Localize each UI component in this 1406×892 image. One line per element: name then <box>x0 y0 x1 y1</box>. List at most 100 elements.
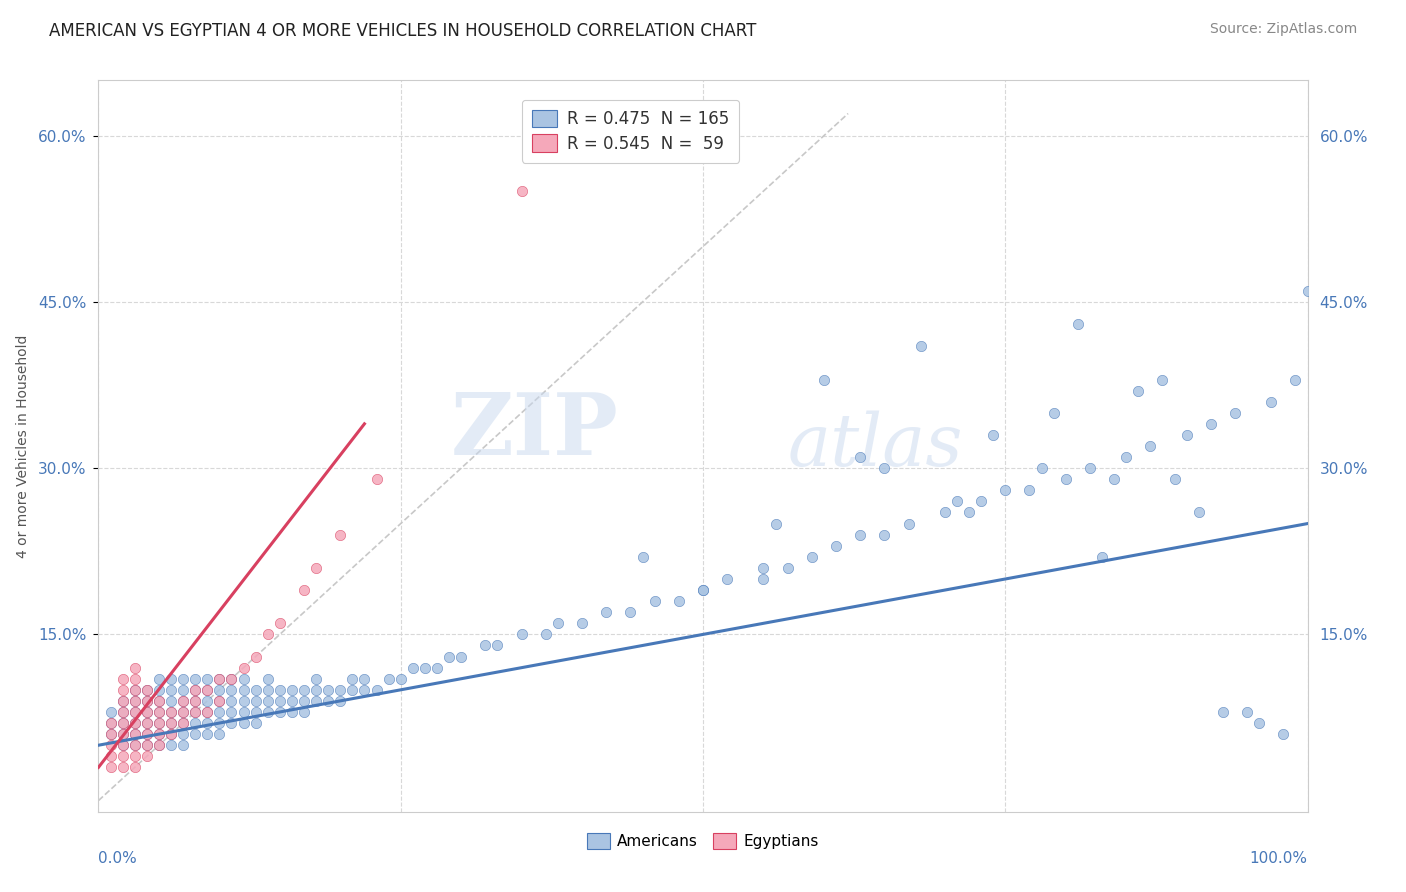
Point <box>148 738 170 752</box>
Point <box>111 749 134 764</box>
Point <box>160 672 183 686</box>
Text: atlas: atlas <box>787 410 963 482</box>
Point <box>124 694 146 708</box>
Point <box>124 705 146 719</box>
Point <box>124 738 146 752</box>
Point <box>172 716 194 731</box>
Point <box>1260 394 1282 409</box>
Point <box>292 694 315 708</box>
Point <box>1139 439 1161 453</box>
Point <box>124 749 146 764</box>
Point <box>776 561 799 575</box>
Point <box>124 716 146 731</box>
Point <box>111 716 134 731</box>
Point <box>269 705 291 719</box>
Point <box>148 716 170 731</box>
Point <box>184 682 207 697</box>
Point <box>692 583 714 598</box>
Point <box>970 494 993 508</box>
Point <box>1031 461 1053 475</box>
Point <box>510 627 533 641</box>
Point <box>160 738 183 752</box>
Point <box>402 660 425 674</box>
Point <box>1102 472 1125 486</box>
Point <box>135 716 157 731</box>
Point <box>873 461 896 475</box>
Point <box>644 594 666 608</box>
Point <box>100 760 122 774</box>
Point <box>474 639 496 653</box>
Point <box>184 705 207 719</box>
Point <box>172 682 194 697</box>
Point <box>148 694 170 708</box>
Point <box>269 694 291 708</box>
Point <box>1284 372 1306 386</box>
Point <box>366 472 388 486</box>
Point <box>160 716 183 731</box>
Point <box>208 694 231 708</box>
Point <box>184 694 207 708</box>
Point <box>256 682 278 697</box>
Point <box>172 705 194 719</box>
Point <box>292 682 315 697</box>
Point <box>135 694 157 708</box>
Point <box>1054 472 1077 486</box>
Point <box>800 549 823 564</box>
Point <box>208 727 231 741</box>
Point <box>124 682 146 697</box>
Point <box>172 705 194 719</box>
Point <box>281 682 304 697</box>
Point <box>195 682 218 697</box>
Point <box>1091 549 1114 564</box>
Point <box>148 727 170 741</box>
Point <box>195 727 218 741</box>
Point <box>221 705 243 719</box>
Text: 100.0%: 100.0% <box>1250 851 1308 865</box>
Point <box>534 627 557 641</box>
Point <box>316 682 339 697</box>
Point <box>1175 428 1198 442</box>
Point <box>1188 506 1211 520</box>
Point <box>631 549 654 564</box>
Point <box>160 716 183 731</box>
Point <box>100 716 122 731</box>
Point <box>135 705 157 719</box>
Point <box>135 738 157 752</box>
Point <box>184 727 207 741</box>
Point <box>281 694 304 708</box>
Point <box>342 682 364 697</box>
Point <box>135 727 157 741</box>
Point <box>160 682 183 697</box>
Point <box>135 705 157 719</box>
Point <box>256 705 278 719</box>
Point <box>571 616 593 631</box>
Point <box>752 572 775 586</box>
Point <box>148 738 170 752</box>
Text: ZIP: ZIP <box>450 390 619 474</box>
Point <box>221 694 243 708</box>
Point <box>1115 450 1137 464</box>
Point <box>208 705 231 719</box>
Point <box>195 672 218 686</box>
Point <box>232 716 254 731</box>
Text: AMERICAN VS EGYPTIAN 4 OR MORE VEHICLES IN HOUSEHOLD CORRELATION CHART: AMERICAN VS EGYPTIAN 4 OR MORE VEHICLES … <box>49 22 756 40</box>
Point <box>849 527 872 541</box>
Point <box>1067 317 1090 331</box>
Point <box>111 727 134 741</box>
Point <box>1152 372 1174 386</box>
Point <box>305 694 328 708</box>
Point <box>256 694 278 708</box>
Y-axis label: 4 or more Vehicles in Household: 4 or more Vehicles in Household <box>15 334 30 558</box>
Point <box>124 727 146 741</box>
Point <box>1296 284 1319 298</box>
Point <box>245 682 267 697</box>
Point <box>413 660 436 674</box>
Point <box>184 682 207 697</box>
Point <box>256 627 278 641</box>
Point <box>195 705 218 719</box>
Point <box>232 672 254 686</box>
Point <box>765 516 787 531</box>
Point <box>366 682 388 697</box>
Point <box>172 738 194 752</box>
Point <box>124 660 146 674</box>
